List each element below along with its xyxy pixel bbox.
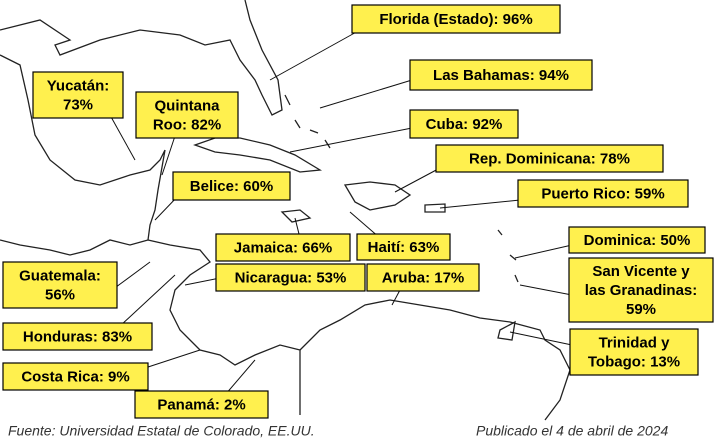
map-label: Haití: 63% [356,233,451,261]
leader-line [184,277,221,286]
label-box [351,4,561,34]
label-text: Cuba: 92% [426,116,503,133]
map-label: Florida (Estado): 96% [351,4,561,34]
label-text: Puerto Rico: 59% [541,185,664,202]
labels: Florida (Estado): 96% Las Bahamas: 94% Cub… [2,4,714,419]
label-box [172,171,291,201]
source: Fuente: Universidad Estatal de Colorado,… [8,423,315,439]
leader-line [509,331,573,346]
map-label: Aruba: 17% [366,263,480,292]
map-label: Dominica: 50% [568,226,706,254]
leader-line [391,289,401,306]
leader-line [514,244,573,259]
map-label: Panamá: 2% [134,390,269,419]
label-text: Panamá: 2% [157,396,245,413]
label-text: Yucatán: [47,77,110,94]
map-label: Las Bahamas: 94% [409,59,593,91]
map-label: Honduras: 83% [2,322,153,351]
map-label: Nicaragua: 53% [215,263,366,292]
leader-line [519,284,573,296]
label-text: Guatemala: [19,267,101,284]
label-text: 56% [45,286,75,303]
map-label: Rep. Dominicana: 78% [435,144,664,173]
label-box [568,257,714,323]
leader-line [269,29,361,81]
leader-line [109,114,136,161]
label-text: Costa Rica: 9% [21,368,129,385]
label-text: Roo: 82% [153,116,221,133]
label-text: Las Bahamas: 94% [433,67,569,84]
label-box [215,233,351,262]
label-text: las Granadinas: [585,282,698,299]
map-label: Quintana Roo: 82% [135,91,239,139]
label-text: Dominica: 50% [584,232,691,249]
label-text: Florida (Estado): 96% [379,11,532,28]
leader-line [289,127,413,153]
published: Publicado el 4 de abril de 2024 [476,423,668,439]
label-text: Honduras: 83% [23,328,132,345]
label-box [409,59,593,91]
map-label: Guatemala: 56% [2,261,118,309]
label-box [409,109,519,139]
label-text: Aruba: 17% [382,269,465,286]
label-box [435,144,664,173]
label-text: Trinidad y [599,334,671,351]
label-text: San Vicente y [592,263,690,280]
leader-line [119,274,176,327]
map-label: Puerto Rico: 59% [517,179,689,208]
leader-line [319,79,413,109]
map-label: Yucatán: 73% [32,71,124,119]
label-box [134,390,269,419]
leader-line [144,349,201,369]
map-label: Jamaica: 66% [215,233,351,262]
label-text: Nicaragua: 53% [235,269,347,286]
label-text: Belice: 60% [190,178,273,195]
label-box [2,362,149,391]
label-box [135,91,239,139]
leader-line [394,167,441,193]
leader-line [224,359,256,396]
label-text: Quintana [154,97,220,114]
label-box [517,179,689,208]
label-box [32,71,124,119]
map-label: Costa Rica: 9% [2,362,149,391]
map-label: San Vicente y las Granadinas: 59% [568,257,714,323]
coastlines [0,0,571,421]
label-box [356,233,451,261]
label-text: 59% [626,301,656,318]
label-text: Tobago: 13% [588,353,680,370]
leader-line [439,199,521,209]
label-box [568,226,706,254]
label-box [215,263,366,292]
leader-line [161,135,176,176]
map-label: Belice: 60% [172,171,291,201]
leader-line [111,261,151,291]
label-box [569,328,699,376]
map-label: Trinidad y Tobago: 13% [569,328,699,376]
label-text: Haití: 63% [368,239,440,256]
label-box [2,261,118,309]
label-text: Jamaica: 66% [234,239,332,256]
label-box [2,322,153,351]
label-text: 73% [63,96,93,113]
label-text: Rep. Dominicana: 78% [469,150,630,167]
map-label: Cuba: 92% [409,109,519,139]
label-box [366,263,480,292]
